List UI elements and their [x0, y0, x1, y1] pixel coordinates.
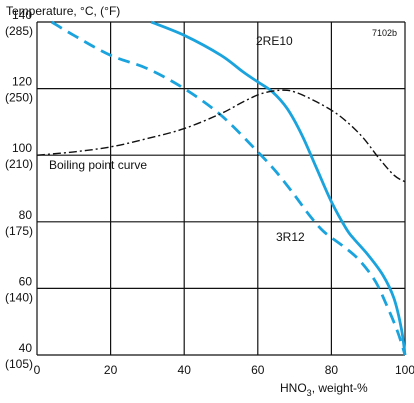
y-tick-celsius-1: 120	[12, 75, 32, 89]
y-tick-celsius-4: 60	[19, 274, 33, 288]
y-tick-fahrenheit-1: (250)	[5, 91, 33, 105]
grid	[36, 21, 406, 356]
y-axis-label: Temperature, °C, (°F)	[6, 4, 120, 18]
x-axis-label: HNO3, weight-%	[280, 381, 368, 398]
series-label-2re10: 2RE10	[256, 34, 293, 48]
y-tick-celsius-0: 140	[12, 8, 32, 22]
series-3r12-line	[50, 20, 407, 356]
x-axis-label-prefix: HNO	[280, 381, 307, 395]
x-tick-3: 60	[251, 363, 265, 377]
y-tick-celsius-5: 40	[19, 341, 33, 355]
x-tick-1: 20	[104, 363, 118, 377]
y-tick-celsius-2: 100	[12, 141, 32, 155]
y-tick-celsius-3: 80	[19, 208, 33, 222]
x-tick-labels: 0 20 40 60 80 100	[34, 363, 414, 377]
x-axis-label-subscript: 3	[307, 388, 312, 398]
series-boiling-point-line	[36, 89, 406, 183]
y-tick-fahrenheit-0: (285)	[5, 24, 33, 38]
curves	[36, 20, 407, 356]
series-label-boiling: Boiling point curve	[49, 158, 147, 172]
x-tick-2: 40	[178, 363, 192, 377]
x-axis-label-suffix: , weight-%	[312, 381, 368, 395]
x-tick-4: 80	[325, 363, 339, 377]
chart-code: 7102b	[372, 28, 397, 38]
y-tick-labels: 140 (285) 120 (250) 100 (210) 80 (175) 60 (140) 40…	[5, 8, 33, 371]
x-tick-5: 100	[395, 363, 414, 377]
x-tick-0: 0	[34, 363, 41, 377]
series-2re10-line	[150, 20, 407, 356]
y-tick-fahrenheit-2: (210)	[5, 157, 33, 171]
y-tick-fahrenheit-3: (175)	[5, 224, 33, 238]
series-label-3r12: 3R12	[276, 230, 305, 244]
y-tick-fahrenheit-5: (105)	[5, 357, 33, 371]
y-tick-fahrenheit-4: (140)	[5, 290, 33, 304]
